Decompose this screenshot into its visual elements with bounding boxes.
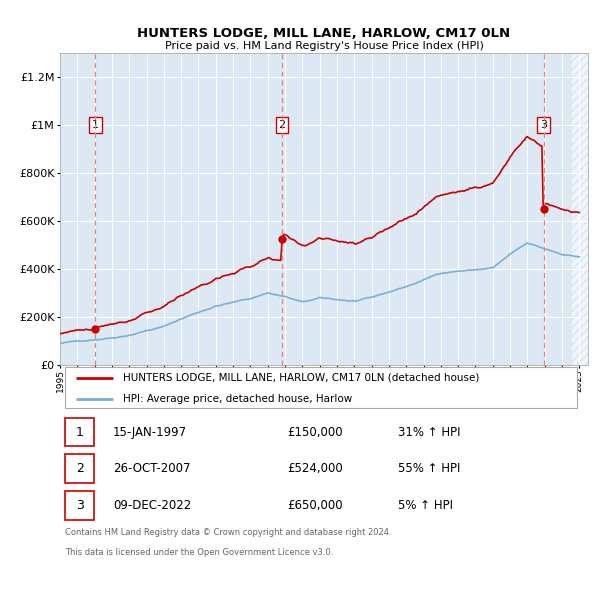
Text: 3: 3 <box>76 499 84 512</box>
Text: 31% ↑ HPI: 31% ↑ HPI <box>398 425 460 438</box>
Bar <box>571 53 596 365</box>
FancyBboxPatch shape <box>65 491 94 520</box>
Text: 1: 1 <box>92 120 99 130</box>
Text: 26-OCT-2007: 26-OCT-2007 <box>113 463 190 476</box>
Text: 2: 2 <box>278 120 286 130</box>
Text: HPI: Average price, detached house, Harlow: HPI: Average price, detached house, Harl… <box>124 394 353 404</box>
Text: £524,000: £524,000 <box>287 463 343 476</box>
Text: 55% ↑ HPI: 55% ↑ HPI <box>398 463 460 476</box>
Text: 15-JAN-1997: 15-JAN-1997 <box>113 425 187 438</box>
Text: 1: 1 <box>76 425 84 438</box>
Text: 09-DEC-2022: 09-DEC-2022 <box>113 499 191 512</box>
Text: 5% ↑ HPI: 5% ↑ HPI <box>398 499 453 512</box>
FancyBboxPatch shape <box>65 418 94 447</box>
Text: HUNTERS LODGE, MILL LANE, HARLOW, CM17 0LN (detached house): HUNTERS LODGE, MILL LANE, HARLOW, CM17 0… <box>124 373 480 383</box>
Text: This data is licensed under the Open Government Licence v3.0.: This data is licensed under the Open Gov… <box>65 548 334 557</box>
Text: Price paid vs. HM Land Registry's House Price Index (HPI): Price paid vs. HM Land Registry's House … <box>164 41 484 51</box>
Text: 3: 3 <box>540 120 547 130</box>
FancyBboxPatch shape <box>65 454 94 483</box>
Text: Contains HM Land Registry data © Crown copyright and database right 2024.: Contains HM Land Registry data © Crown c… <box>65 528 392 537</box>
Text: HUNTERS LODGE, MILL LANE, HARLOW, CM17 0LN: HUNTERS LODGE, MILL LANE, HARLOW, CM17 0… <box>137 27 511 40</box>
Text: £150,000: £150,000 <box>287 425 343 438</box>
Text: £650,000: £650,000 <box>287 499 343 512</box>
Text: 2: 2 <box>76 463 84 476</box>
FancyBboxPatch shape <box>65 367 577 408</box>
